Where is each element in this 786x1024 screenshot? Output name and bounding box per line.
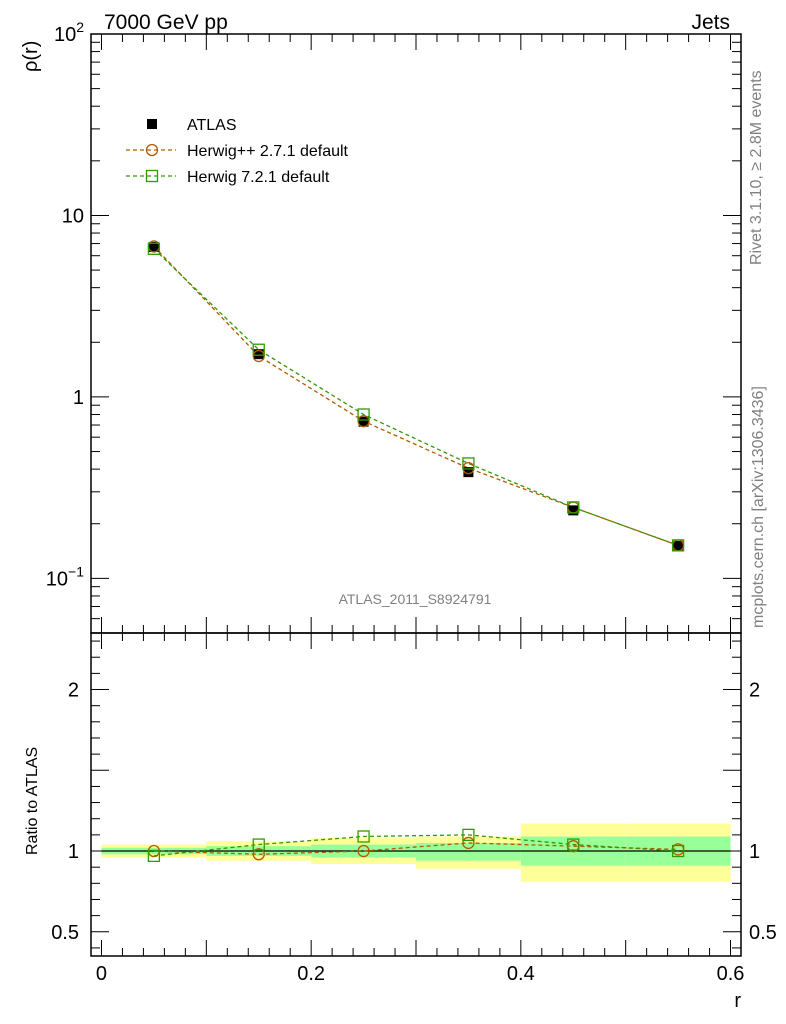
y-tick-label: 102 bbox=[54, 19, 84, 46]
x-tick-label: 0.4 bbox=[507, 963, 535, 985]
legend-label: ATLAS bbox=[187, 117, 237, 134]
data-point bbox=[147, 242, 161, 255]
ratio-y-tick-label-left: 1 bbox=[68, 841, 79, 863]
data-point bbox=[463, 467, 474, 478]
ratio-point bbox=[357, 844, 370, 858]
ratio-point bbox=[252, 838, 265, 851]
rivet-label: Rivet 3.1.10, ≥ 2.8M events bbox=[748, 70, 765, 265]
mcplots-label: mcplots.cern.ch [arXiv:1306.3436] bbox=[750, 386, 767, 628]
legend-marker bbox=[147, 119, 157, 129]
y-tick-label: 1 bbox=[73, 387, 84, 409]
data-point bbox=[462, 457, 475, 470]
ratio-y-tick-label-left: 2 bbox=[68, 680, 79, 702]
analysis-label: ATLAS_2011_S8924791 bbox=[339, 591, 492, 607]
ratio-y-tick-label-left: 0.5 bbox=[51, 922, 79, 944]
series-line-2 bbox=[153, 248, 679, 546]
axes: 0 0.2 0.4 0.6 10−1 1 10 102 0.5 0.5 1 1 2 2 bbox=[46, 19, 777, 985]
x-tick-label: 0.2 bbox=[297, 963, 325, 985]
ratio-line bbox=[153, 834, 679, 857]
data-point bbox=[358, 416, 369, 427]
legend-label: Herwig++ 2.7.1 default bbox=[187, 143, 349, 160]
ratio-curves bbox=[147, 828, 685, 863]
data-point bbox=[567, 501, 580, 514]
data-point bbox=[673, 540, 684, 551]
ratio-y-tick-label-right: 0.5 bbox=[749, 922, 777, 944]
ratio-bands bbox=[101, 823, 731, 882]
data-point bbox=[357, 408, 370, 421]
x-axis-label: r bbox=[734, 990, 741, 1012]
ratio-frame bbox=[90, 632, 742, 957]
ratio-y-tick-label-right: 1 bbox=[749, 841, 760, 863]
ratio-band-inner bbox=[416, 842, 521, 861]
data-point bbox=[252, 349, 265, 363]
y-tick-label: 10 bbox=[62, 205, 84, 227]
ratio-point bbox=[147, 849, 161, 863]
data-point bbox=[252, 343, 265, 356]
ratio-point bbox=[357, 830, 370, 843]
series-line-1 bbox=[153, 245, 679, 546]
ratio-y-tick-label-right: 2 bbox=[749, 680, 760, 702]
x-tick-label: 0 bbox=[96, 963, 107, 985]
ratio-point bbox=[462, 836, 475, 850]
ratio-point bbox=[252, 848, 265, 861]
ratio-point bbox=[671, 844, 685, 858]
data-point bbox=[568, 505, 579, 516]
data-point bbox=[148, 242, 159, 253]
legend-marker bbox=[145, 169, 159, 183]
ratio-point bbox=[462, 828, 475, 842]
ratio-ylabel: Ratio to ATLAS bbox=[24, 747, 41, 855]
data-point bbox=[671, 539, 685, 552]
data-point bbox=[357, 415, 370, 428]
data-point bbox=[253, 349, 264, 360]
header-left: 7000 GeV pp bbox=[104, 11, 228, 34]
legend-label: Herwig 7.2.1 default bbox=[187, 169, 330, 186]
legend-marker bbox=[145, 143, 159, 157]
main-ylabel: ρ(r) bbox=[20, 41, 42, 72]
header-right: Jets bbox=[691, 11, 730, 34]
main-curves bbox=[147, 240, 685, 552]
ratio-point bbox=[567, 838, 580, 851]
ratio-line bbox=[153, 842, 679, 855]
x-tick-label: 0.6 bbox=[717, 963, 745, 985]
legend: ATLAS Herwig++ 2.7.1 default Herwig 7.2.1 … bbox=[126, 117, 349, 186]
y-tick-label: 10−1 bbox=[46, 563, 84, 590]
